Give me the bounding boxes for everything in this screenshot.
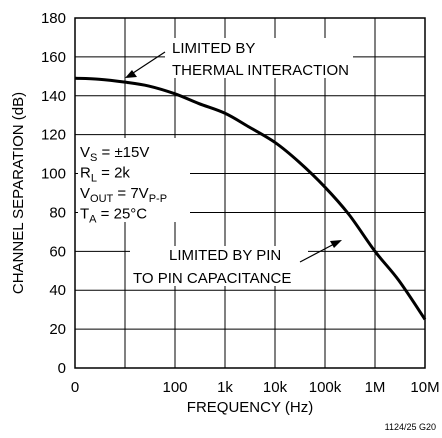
x-tick-label: 1k: [217, 379, 233, 396]
condition-line: RL = 2k: [80, 165, 130, 185]
annotation-pin-capacitance: LIMITED BY PIN TO PIN CAPACITANCE: [130, 240, 342, 287]
series: [74, 76, 427, 321]
x-axis-label: FREQUENCY (Hz): [187, 399, 313, 416]
x-tick-label: 1M: [365, 379, 386, 396]
condition-line: VS = ±15V: [80, 144, 149, 164]
annotation-line: THERMAL INTERACTION: [172, 62, 349, 79]
y-tick-label: 180: [41, 10, 66, 27]
x-tick-label: 10k: [263, 379, 288, 396]
y-tick-label: 80: [49, 204, 66, 221]
annotation-line: LIMITED BY PIN: [169, 247, 281, 264]
annotation-arrowhead: [330, 240, 342, 248]
condition-line: VOUT = 7VP-P: [80, 185, 167, 205]
y-axis-label: CHANNEL SEPARATION (dB): [10, 92, 27, 294]
annotation-line: TO PIN CAPACITANCE: [133, 270, 291, 287]
annotations: LIMITED BY THERMAL INTERACTION LIMITED BY …: [125, 38, 353, 287]
annotation-background: [130, 246, 308, 286]
annotation-line: LIMITED BY: [172, 40, 255, 57]
y-tick-label: 140: [41, 88, 66, 105]
annotation-background: [165, 38, 353, 78]
plot-border: [74, 17, 426, 369]
annotation-arrowhead: [125, 70, 137, 78]
y-tick-label: 100: [41, 166, 66, 183]
y-tick-labels: 0 20 40 60 80 100 120 140 160 180: [41, 10, 66, 377]
x-tick-label: 10M: [410, 379, 439, 396]
y-tick-label: 20: [49, 321, 66, 338]
conditions-background: [78, 138, 190, 222]
annotation-arrow-line: [299, 242, 337, 263]
condition-line: TA = 25°C: [80, 206, 147, 226]
x-tick-label: 100k: [309, 379, 342, 396]
y-tick-label: 60: [49, 243, 66, 260]
figure-id: 1124/25 G20: [385, 422, 436, 432]
annotation-arrow-line: [129, 51, 166, 76]
y-tick-label: 120: [41, 127, 66, 144]
y-tick-label: 0: [58, 360, 66, 377]
x-tick-labels: 0 100 1k 10k 100k 1M 10M: [71, 379, 440, 396]
channel-separation-line: [74, 76, 427, 321]
annotation-thermal: LIMITED BY THERMAL INTERACTION: [125, 38, 353, 79]
plot-frame: [74, 17, 426, 369]
x-tick-label: 0: [71, 379, 79, 396]
y-tick-label: 160: [41, 49, 66, 66]
y-tick-label: 40: [49, 282, 66, 299]
x-tick-label: 100: [162, 379, 187, 396]
